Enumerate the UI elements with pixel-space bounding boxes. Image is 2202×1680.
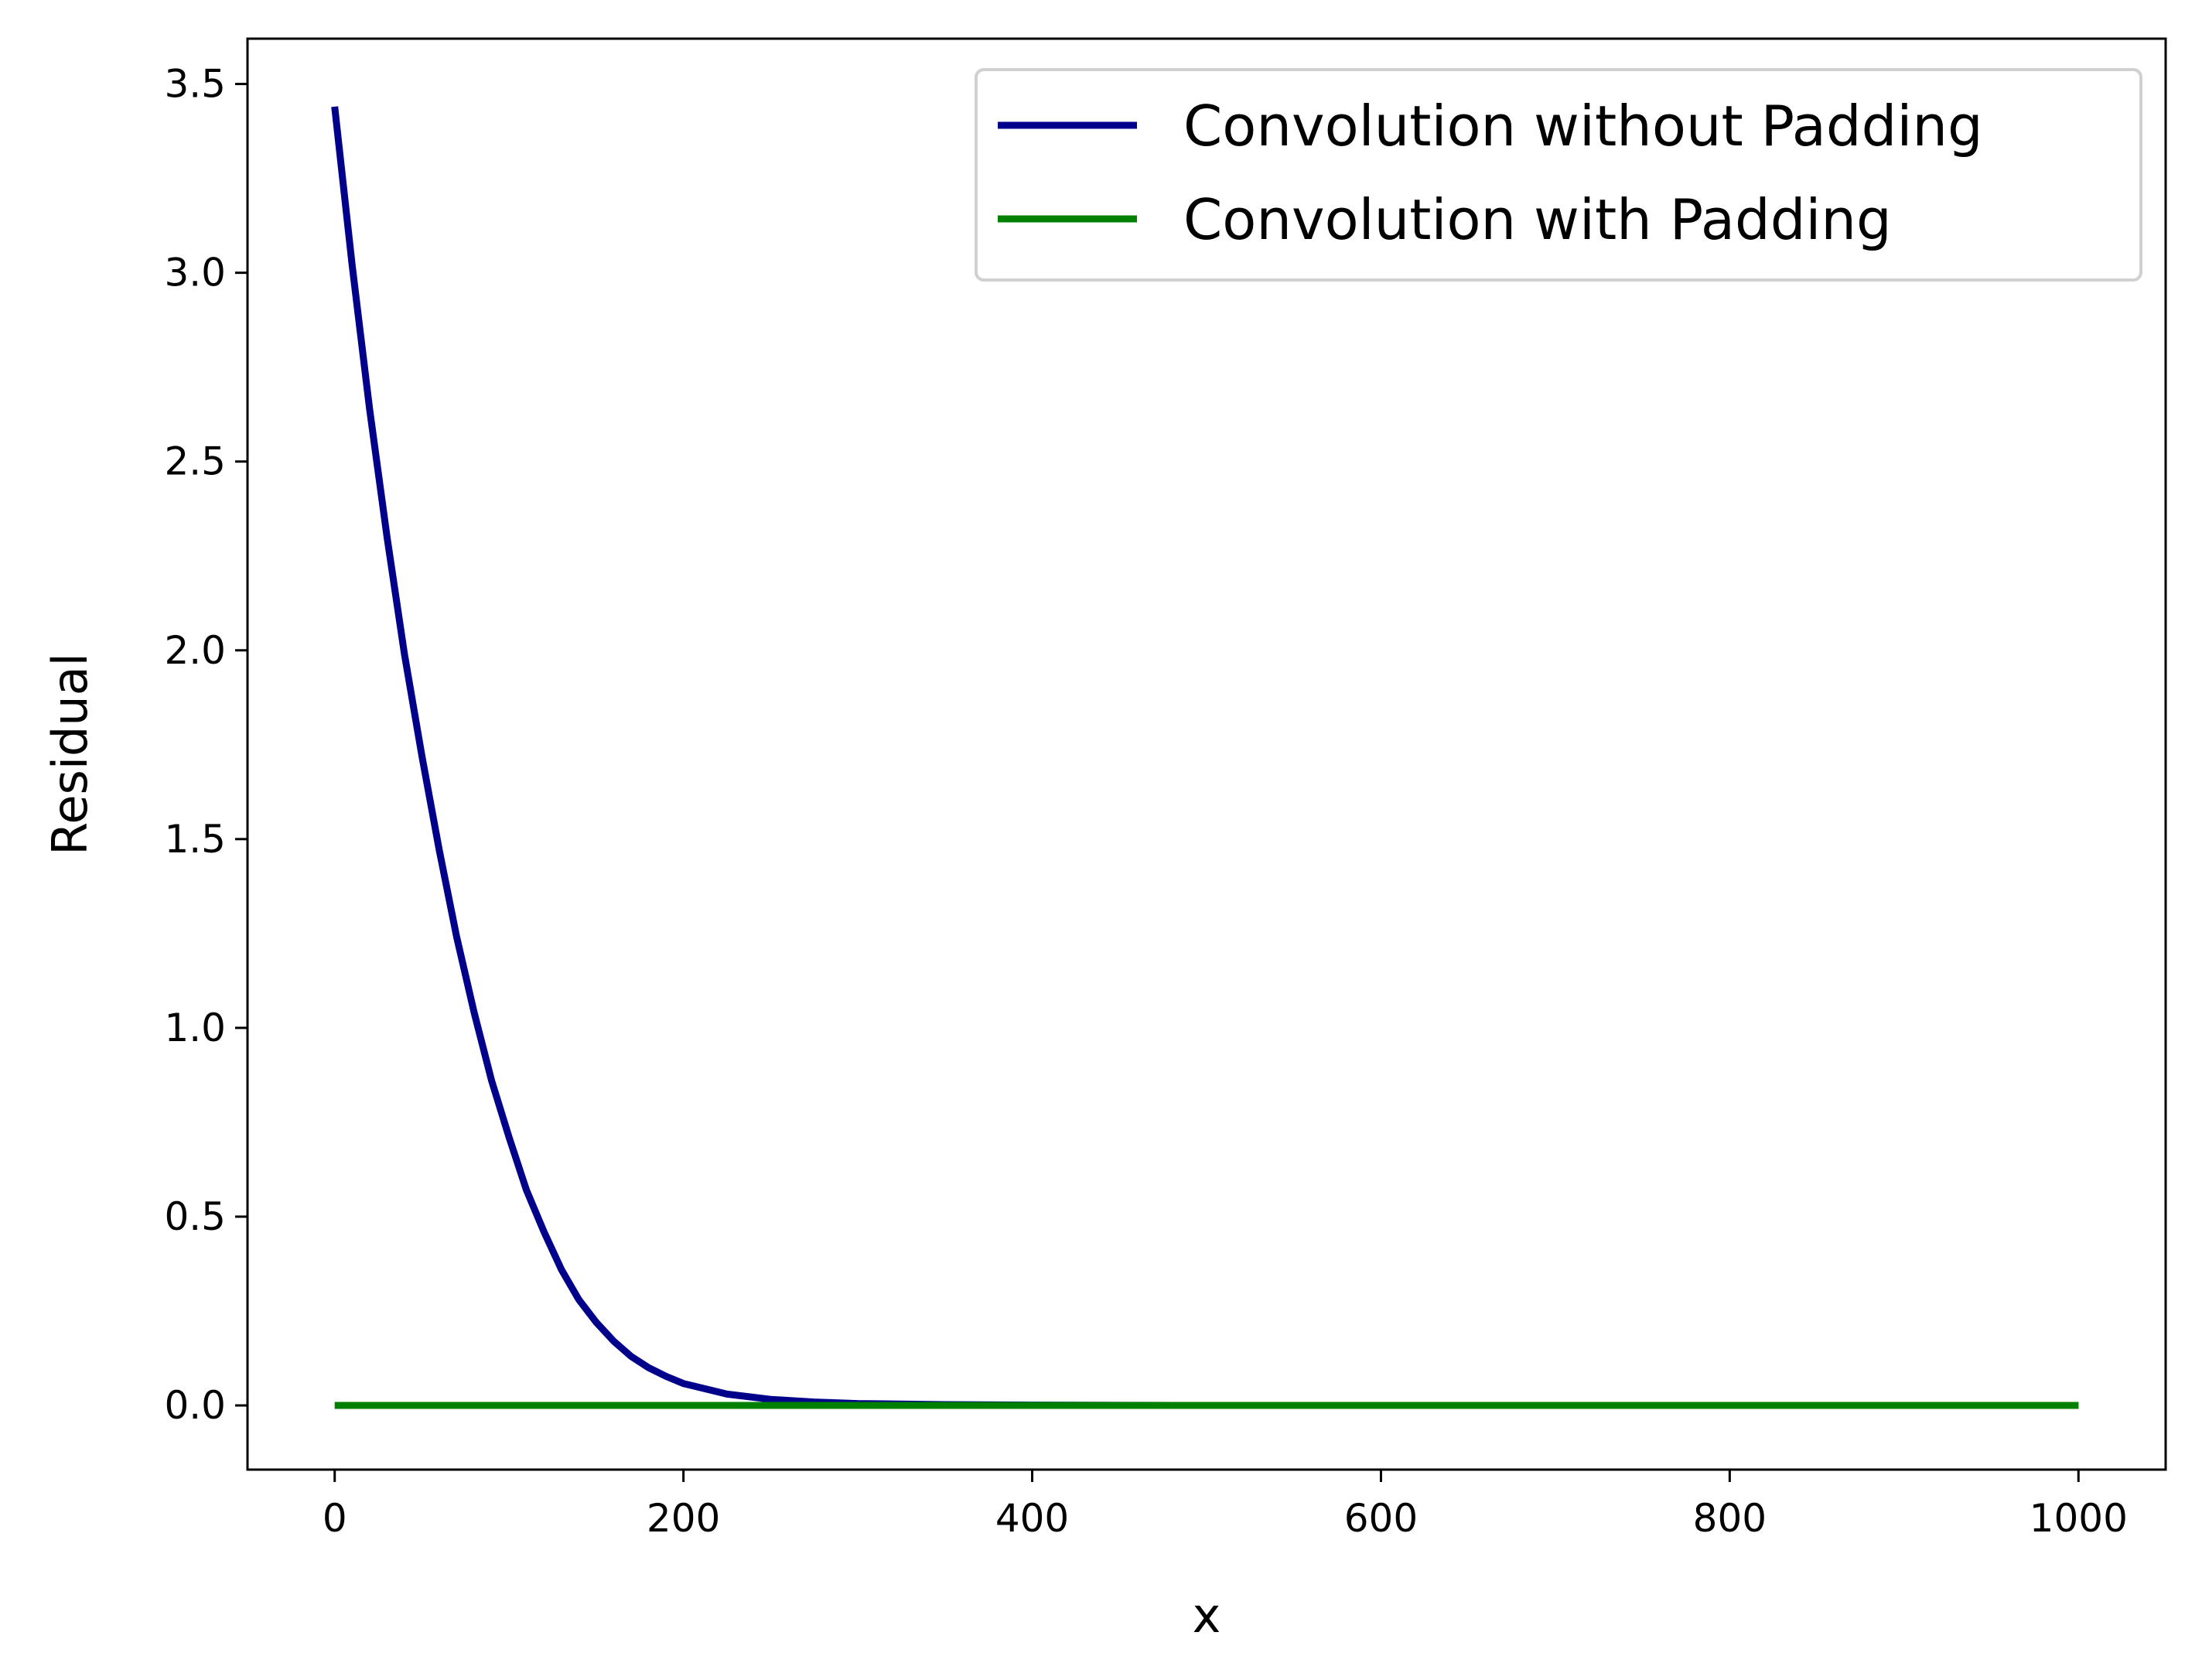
legend: Convolution without Padding Convolution … [975, 68, 2142, 282]
y-tick-label: 2.5 [164, 439, 226, 484]
y-tick-label: 3.0 [164, 251, 226, 295]
y-tick-label: 0.0 [164, 1383, 226, 1428]
y-tick-label: 1.5 [164, 817, 226, 862]
x-tick-label: 400 [995, 1496, 1069, 1541]
plot-frame [246, 37, 2167, 1471]
legend-label-convolution-with-padding: Convolution with Padding [1183, 187, 1892, 252]
y-axis-label: Residual [42, 653, 98, 855]
x-tick-label: 1000 [2030, 1496, 2128, 1541]
series-layer [331, 106, 2079, 1409]
y-axis-ticks: 0.0 0.5 1.0 1.5 2.0 2.5 3.0 3.5 [164, 62, 248, 1428]
y-tick-label: 1.0 [164, 1006, 226, 1050]
y-tick-label: 0.5 [164, 1194, 226, 1239]
x-axis-label: x [1193, 1587, 1221, 1644]
x-tick-label: 200 [647, 1496, 720, 1541]
y-tick-label: 3.5 [164, 62, 226, 107]
legend-box [975, 68, 2142, 282]
x-tick-label: 0 [323, 1496, 347, 1541]
x-tick-label: 800 [1693, 1496, 1767, 1541]
legend-label-convolution-without-padding: Convolution without Padding [1183, 94, 1983, 159]
x-axis-ticks: 0 200 400 600 800 1000 [323, 1470, 2128, 1541]
x-tick-label: 600 [1344, 1496, 1418, 1541]
y-tick-label: 2.0 [164, 628, 226, 673]
